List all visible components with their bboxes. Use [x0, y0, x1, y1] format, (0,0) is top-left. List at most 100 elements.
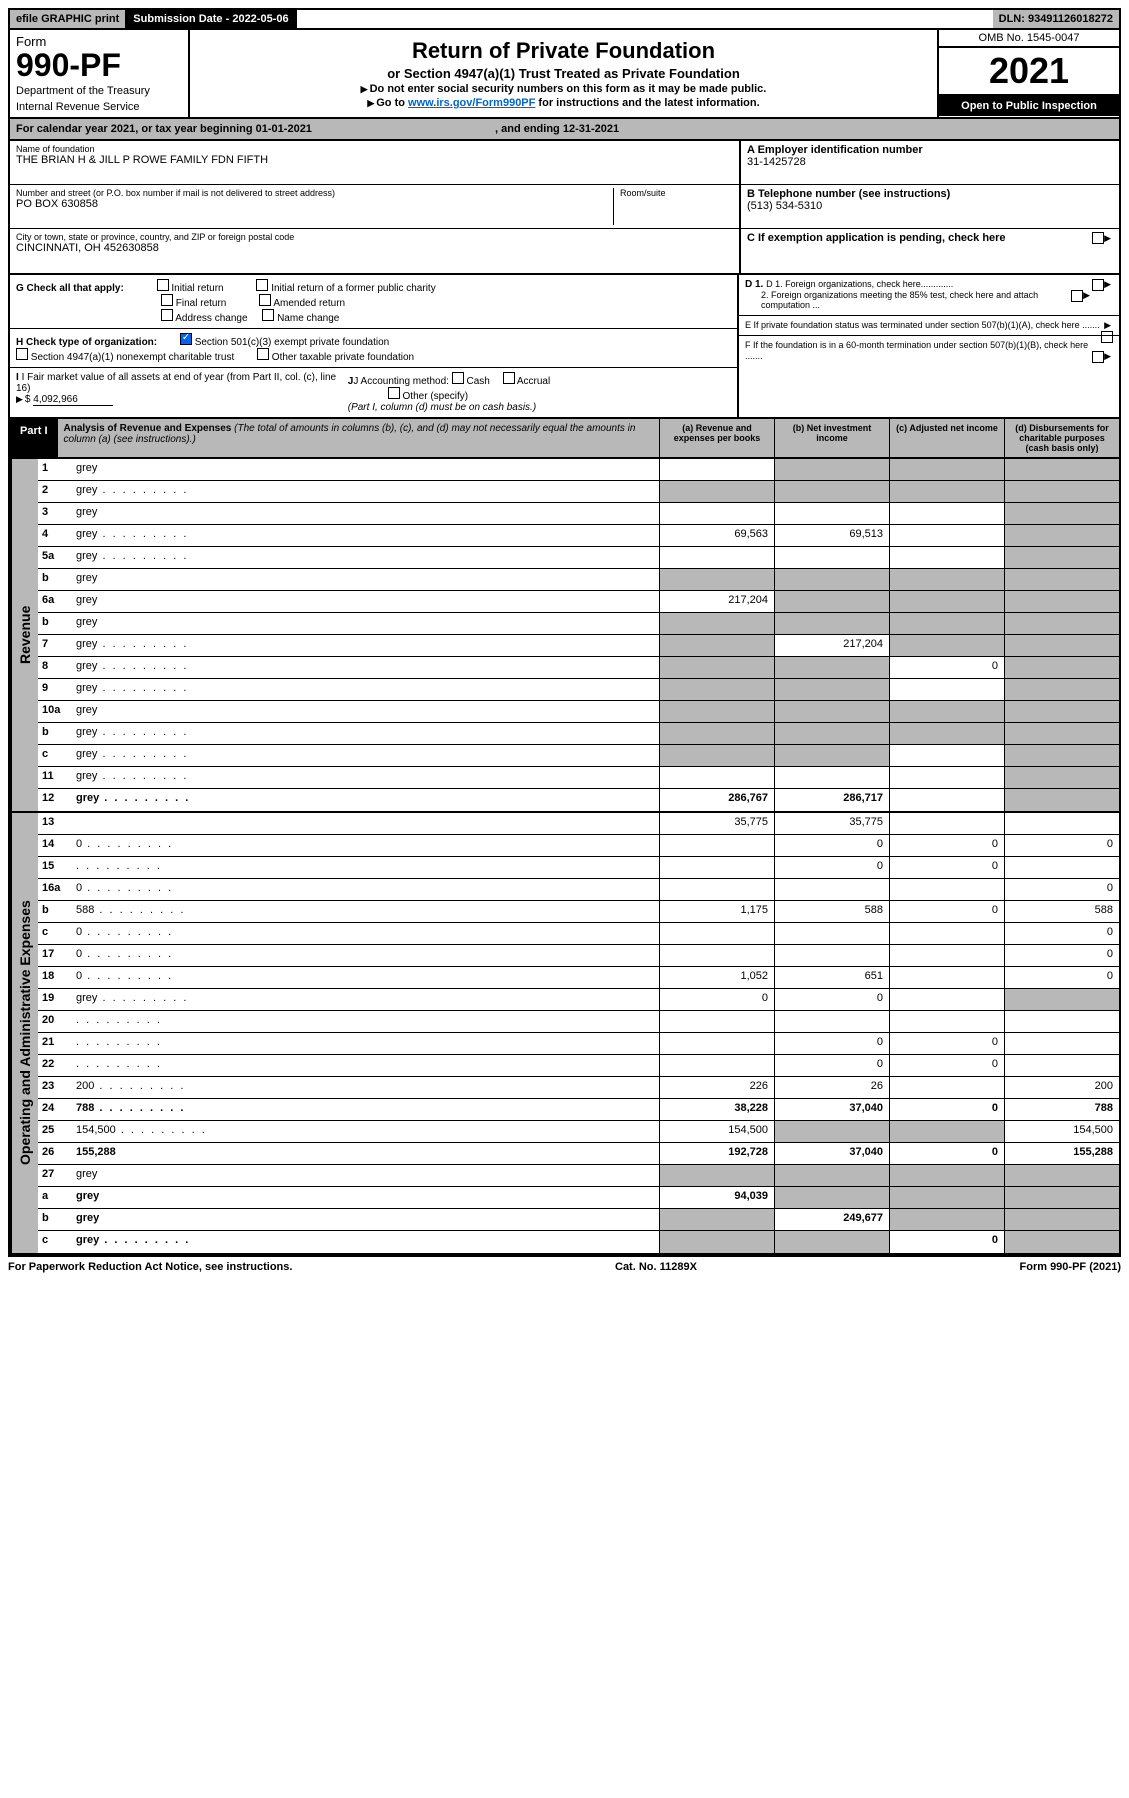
- table-row: 27grey: [38, 1165, 1119, 1187]
- e-checkbox[interactable]: [1101, 331, 1113, 343]
- cell-d: 200: [1004, 1077, 1119, 1098]
- line-description: grey: [72, 459, 659, 480]
- cell-d: [1004, 701, 1119, 722]
- line-description: grey: [72, 635, 659, 656]
- instructions-link[interactable]: www.irs.gov/Form990PF: [408, 97, 535, 109]
- cell-b: [774, 701, 889, 722]
- cell-b: [774, 923, 889, 944]
- table-row: 20: [38, 1011, 1119, 1033]
- cell-c: [889, 635, 1004, 656]
- line-description: grey: [72, 547, 659, 568]
- cell-c: 0: [889, 857, 1004, 878]
- line-description: grey: [72, 525, 659, 546]
- line-number: b: [38, 723, 72, 744]
- line-description: grey: [72, 613, 659, 634]
- room-suite-label: Room/suite: [620, 188, 733, 198]
- city-state-zip: CINCINNATI, OH 452630858: [16, 242, 733, 254]
- line-description: grey: [72, 481, 659, 502]
- dept-irs: Internal Revenue Service: [16, 101, 182, 113]
- cell-d: [1004, 1231, 1119, 1253]
- initial-return-checkbox[interactable]: [157, 279, 169, 291]
- cell-c: [889, 547, 1004, 568]
- d1-checkbox[interactable]: [1092, 279, 1104, 291]
- line-description: 0: [72, 923, 659, 944]
- exemption-pending-row: C If exemption application is pending, c…: [741, 229, 1119, 273]
- cell-c: [889, 503, 1004, 524]
- expenses-table: Operating and Administrative Expenses 13…: [8, 813, 1121, 1255]
- cell-a: [659, 481, 774, 502]
- cell-d: [1004, 1033, 1119, 1054]
- cell-b: 37,040: [774, 1143, 889, 1164]
- table-row: 1801,0526510: [38, 967, 1119, 989]
- final-return-checkbox[interactable]: [161, 294, 173, 306]
- line-description: grey: [72, 701, 659, 722]
- f-checkbox[interactable]: [1092, 351, 1104, 363]
- form-header: Form 990-PF Department of the Treasury I…: [8, 30, 1121, 119]
- calendar-year-row: For calendar year 2021, or tax year begi…: [8, 119, 1121, 141]
- cell-c: [889, 525, 1004, 546]
- cell-c: 0: [889, 835, 1004, 856]
- 501c3-checkbox[interactable]: [180, 333, 192, 345]
- 4947-checkbox[interactable]: [16, 348, 28, 360]
- cell-d: [1004, 789, 1119, 811]
- line-description: grey: [72, 503, 659, 524]
- open-public-badge: Open to Public Inspection: [939, 96, 1119, 116]
- cell-a: 226: [659, 1077, 774, 1098]
- other-taxable-checkbox[interactable]: [257, 348, 269, 360]
- cell-d: 0: [1004, 945, 1119, 966]
- cell-b: [774, 1121, 889, 1142]
- cell-b: [774, 657, 889, 678]
- foundation-name: THE BRIAN H & JILL P ROWE FAMILY FDN FIF…: [16, 154, 733, 166]
- cell-b: 26: [774, 1077, 889, 1098]
- cell-c: [889, 1121, 1004, 1142]
- city-row: City or town, state or province, country…: [10, 229, 739, 273]
- form-title-block: Return of Private Foundation or Section …: [190, 30, 939, 117]
- cell-d: [1004, 767, 1119, 788]
- cell-d: 788: [1004, 1099, 1119, 1120]
- cell-c: 0: [889, 1055, 1004, 1076]
- line-number: b: [38, 613, 72, 634]
- cell-b: 286,717: [774, 789, 889, 811]
- cell-b: 69,513: [774, 525, 889, 546]
- table-row: 5agrey: [38, 547, 1119, 569]
- table-row: 25154,500154,500154,500: [38, 1121, 1119, 1143]
- cell-b: 0: [774, 835, 889, 856]
- cell-c: 0: [889, 657, 1004, 678]
- h-section: H Check type of organization: Section 50…: [10, 329, 737, 368]
- name-change-checkbox[interactable]: [262, 309, 274, 321]
- address-change-checkbox[interactable]: [161, 309, 173, 321]
- cell-d: [1004, 723, 1119, 744]
- cell-c: [889, 569, 1004, 590]
- table-row: bgrey: [38, 569, 1119, 591]
- d2-checkbox[interactable]: [1071, 290, 1083, 302]
- line-number: 9: [38, 679, 72, 700]
- revenue-table: Revenue 1grey2grey3grey4grey69,56369,513…: [8, 459, 1121, 813]
- cash-checkbox[interactable]: [452, 372, 464, 384]
- line-description: 0: [72, 879, 659, 900]
- cell-c: [889, 945, 1004, 966]
- phone-value: (513) 534-5310: [747, 200, 1113, 212]
- cell-a: [659, 613, 774, 634]
- initial-former-checkbox[interactable]: [256, 279, 268, 291]
- line-number: 14: [38, 835, 72, 856]
- form-number-block: Form 990-PF Department of the Treasury I…: [10, 30, 190, 117]
- line-number: 22: [38, 1055, 72, 1076]
- amended-return-checkbox[interactable]: [259, 294, 271, 306]
- check-sections: G Check all that apply: Initial return I…: [8, 275, 1121, 419]
- line-number: 5a: [38, 547, 72, 568]
- other-method-checkbox[interactable]: [388, 387, 400, 399]
- cell-a: [659, 835, 774, 856]
- cell-a: [659, 879, 774, 900]
- cell-b: [774, 723, 889, 744]
- cell-c: [889, 989, 1004, 1010]
- accrual-checkbox[interactable]: [503, 372, 515, 384]
- line-number: 17: [38, 945, 72, 966]
- table-row: 4grey69,56369,513: [38, 525, 1119, 547]
- line-number: 26: [38, 1143, 72, 1164]
- line-description: grey: [72, 1187, 659, 1208]
- line-number: 10a: [38, 701, 72, 722]
- cell-d: 588: [1004, 901, 1119, 922]
- cell-b: [774, 591, 889, 612]
- exemption-checkbox[interactable]: [1092, 232, 1104, 244]
- cell-c: [889, 789, 1004, 811]
